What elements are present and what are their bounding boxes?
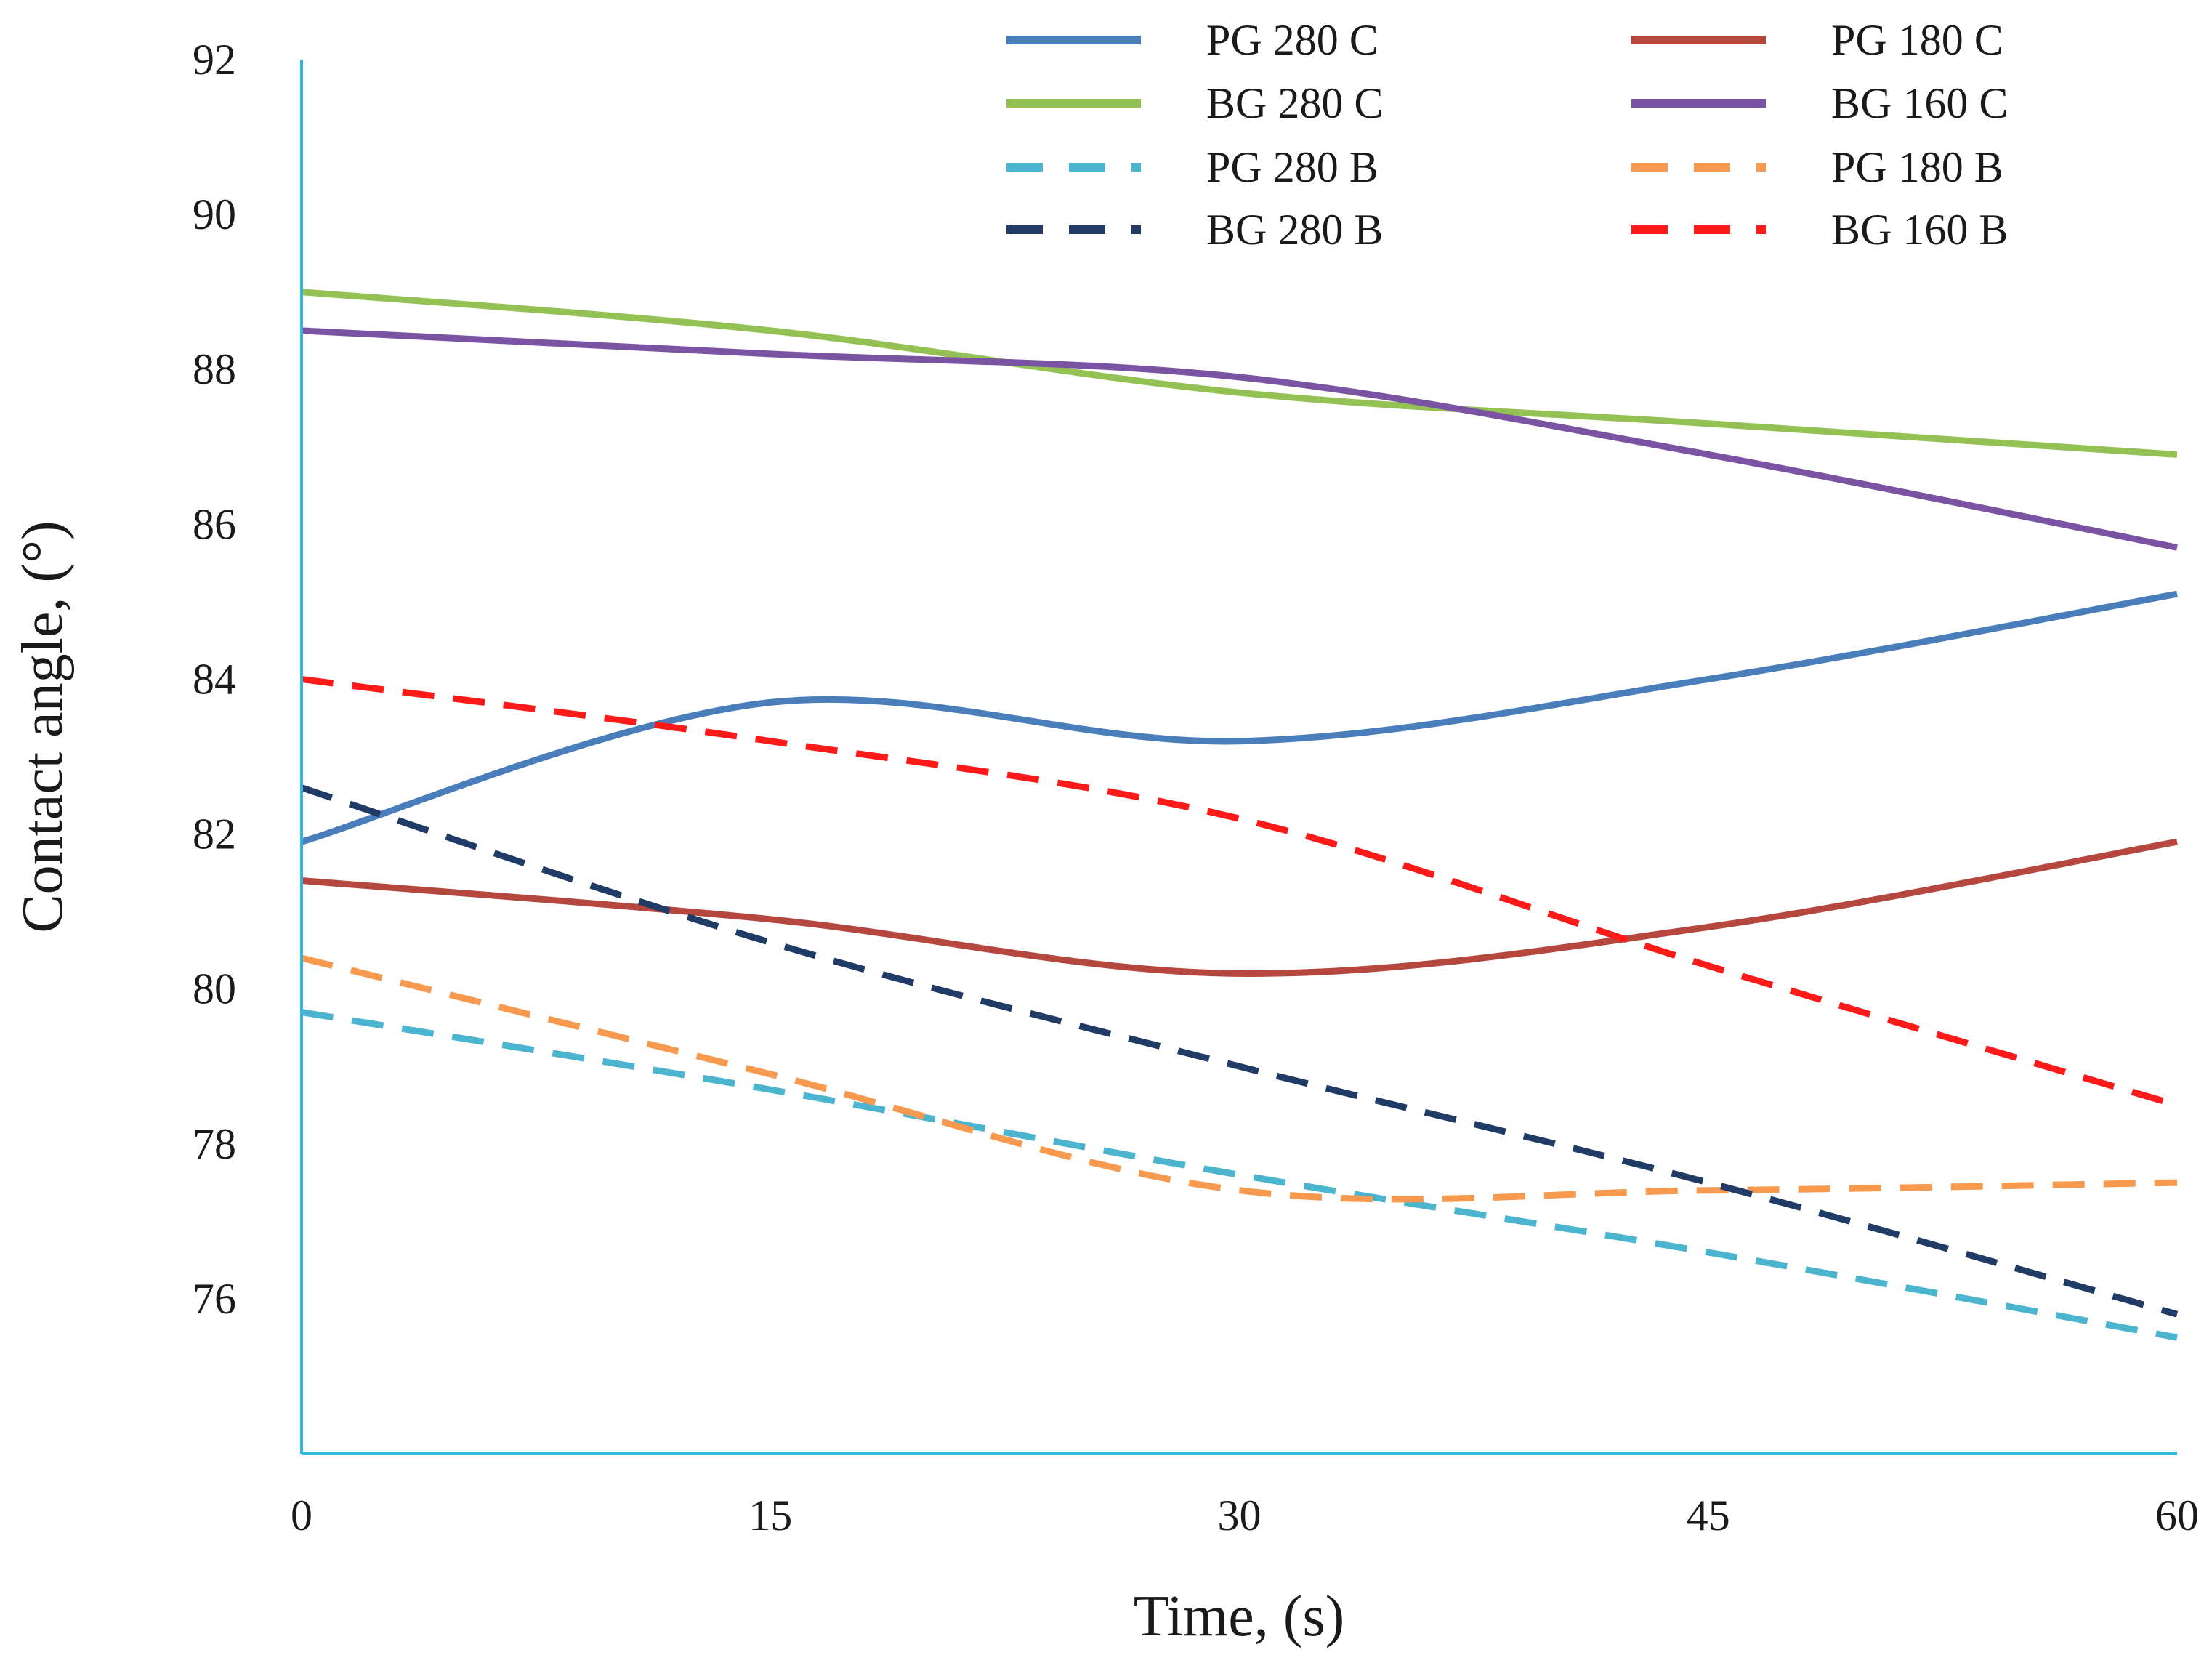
y-tick-label: 90 bbox=[193, 190, 236, 238]
x-tick-label: 45 bbox=[1687, 1491, 1730, 1539]
series-line-bg-160-c bbox=[301, 327, 2178, 551]
series-line-pg-180-b bbox=[300, 954, 2178, 1203]
y-tick-label: 82 bbox=[193, 810, 236, 858]
x-tick-label: 60 bbox=[2155, 1491, 2199, 1539]
series-line-pg-280-b bbox=[301, 1009, 2178, 1341]
legend: PG 280 C PG 180 C BG 280 C BG 160 C PG 280 B… bbox=[1006, 16, 2008, 254]
series-layer bbox=[300, 289, 2179, 1341]
series-line-pg-280-c bbox=[300, 590, 2178, 845]
legend-label-pg-180-c: PG 180 C bbox=[1831, 16, 2003, 64]
y-tick-label: 88 bbox=[193, 345, 236, 393]
x-tick-label: 30 bbox=[1218, 1491, 1262, 1539]
x-tick-label: 0 bbox=[291, 1491, 312, 1539]
y-axis-title: Contact angle, (°) bbox=[11, 520, 75, 933]
legend-label-pg-180-b: PG 180 B bbox=[1831, 143, 2003, 191]
legend-label-pg-280-b: PG 280 B bbox=[1206, 143, 1379, 191]
x-tick-label: 15 bbox=[748, 1491, 792, 1539]
series-line-bg-280-b bbox=[300, 784, 2179, 1318]
y-tick-label: 78 bbox=[193, 1120, 236, 1168]
legend-label-pg-280-c: PG 280 C bbox=[1206, 16, 1379, 64]
series-line-pg-180-c bbox=[301, 838, 2178, 977]
y-tick-label: 80 bbox=[193, 965, 236, 1013]
axis-layer bbox=[300, 60, 2177, 1455]
y-tick-label: 86 bbox=[193, 500, 236, 548]
y-tick-label: 92 bbox=[193, 36, 236, 84]
series-line-bg-280-c bbox=[301, 289, 2178, 458]
y-tick-label: 84 bbox=[193, 655, 236, 703]
legend-label-bg-280-c: BG 280 C bbox=[1206, 79, 1383, 127]
tick-layer: 76 78 80 82 84 86 88 90 92 0 15 30 45 60 bbox=[193, 36, 2199, 1539]
y-tick-label: 76 bbox=[193, 1275, 236, 1323]
legend-label-bg-160-b: BG 160 B bbox=[1831, 206, 2008, 254]
x-axis-title: Time, (s) bbox=[1134, 1585, 1344, 1648]
legend-label-bg-280-b: BG 280 B bbox=[1206, 206, 1383, 254]
series-line-bg-160-b bbox=[301, 675, 2179, 1108]
legend-label-bg-160-c: BG 160 C bbox=[1831, 79, 2008, 127]
